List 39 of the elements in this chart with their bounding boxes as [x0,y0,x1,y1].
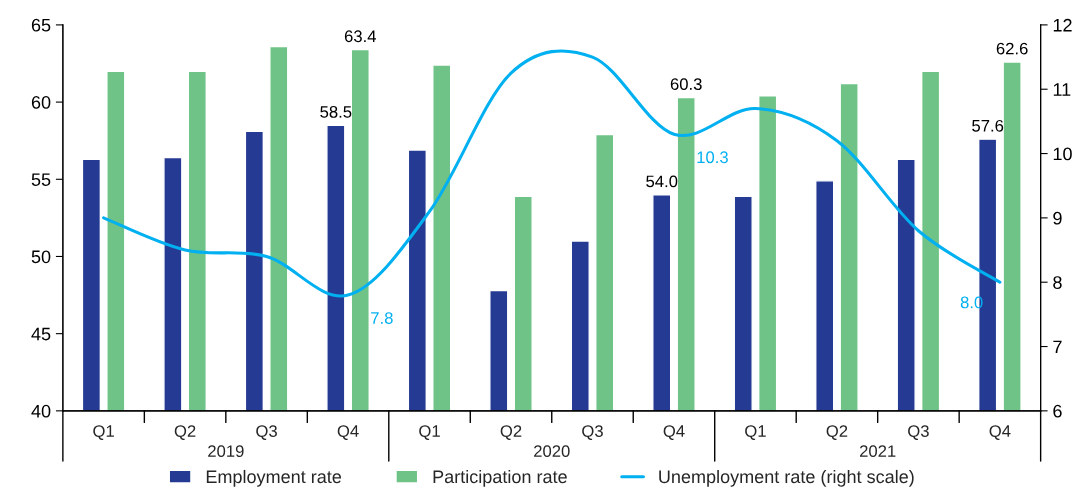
x-tick-label: Q1 [419,425,440,440]
x-tick-label: Q1 [745,425,766,440]
text: 2020 [534,445,570,458]
y2-tick-label: 8 [1053,276,1062,289]
x-tick-label: Q3 [908,425,929,440]
y2-tick-label: 7 [1053,340,1062,354]
x-tick-label: Q2 [826,425,848,440]
legend-label: Employment rate [206,469,342,487]
x-tick-label: Q4 [663,425,685,440]
y-tick-label: 55 [31,173,51,186]
x-tick-label: Q2 [174,425,196,440]
y-tick-label: 65 [31,18,51,32]
y2-tick-label: 10 [1053,147,1072,161]
y-tick-label: 45 [31,327,51,341]
x-tick-label: Q4 [989,425,1011,440]
y-tick-label: 60 [31,96,51,109]
data-label: 60.3 [670,78,702,90]
data-label: 62.6 [996,42,1028,55]
x-tick-label: Q3 [256,425,277,440]
y2-tick-label: 6 [1053,404,1062,418]
data-label: 54.0 [646,175,678,188]
data-label: 7.8 [371,312,393,324]
text: 2019 [208,445,244,458]
data-label: 57.6 [972,119,1004,132]
y2-tick-label: 12 [1053,18,1072,32]
y-tick-label: 40 [31,404,51,418]
legend-label: Participation rate [433,469,567,487]
x-tick-label: Q2 [500,425,522,440]
x-tick-label: Q4 [337,425,359,440]
data-label: 10.3 [697,151,728,164]
data-label: 58.5 [320,105,352,118]
data-label: 63.4 [344,30,377,43]
y-tick-label: 50 [31,250,51,264]
y2-tick-label: 11 [1053,83,1071,96]
x-tick-label: Q3 [582,425,603,440]
text: 2021 [859,445,896,458]
y2-tick-label: 9 [1053,211,1062,225]
x-tick-label: Q1 [93,425,114,440]
legend-label: Unemployment rate (right scale) [659,469,914,487]
